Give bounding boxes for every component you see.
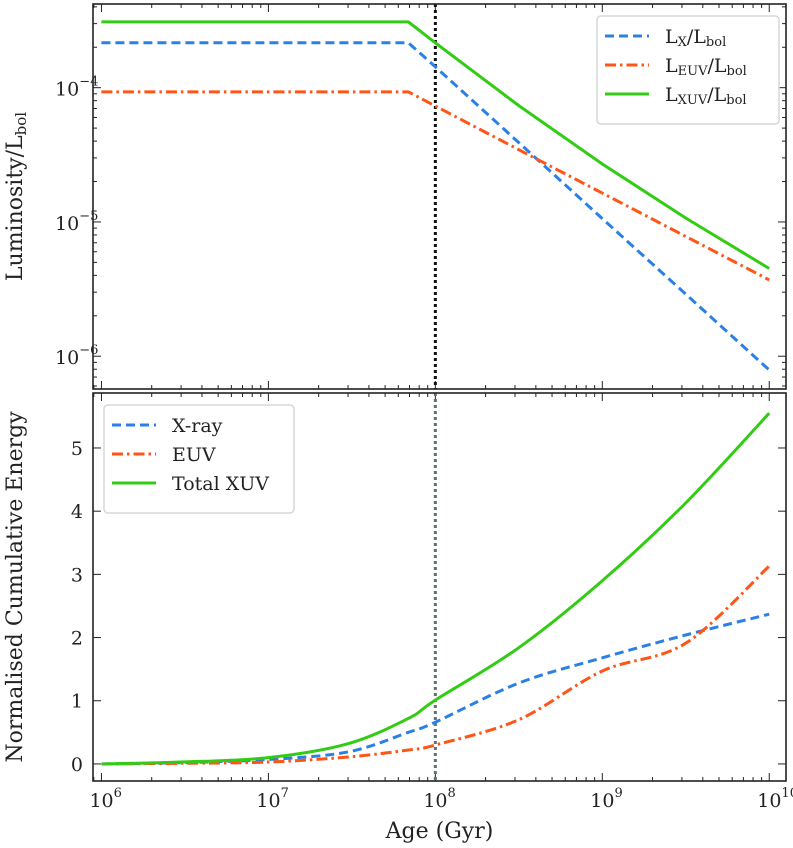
text-part: −5 [79,209,98,224]
text-part: bol [727,64,747,79]
text-part: bol [706,35,726,50]
series-line-xray [101,612,770,766]
y-tick-label: 1 [71,691,83,713]
y-axis-label: Normalised Cumulative Energy [3,411,28,763]
text-part: 10 [590,790,614,812]
series-line-euv [101,565,771,766]
text-part: /L [687,26,706,48]
x-tick-label: 1010 [757,786,793,812]
legend-box [103,404,295,514]
y-tick-label: 10−4 [55,75,98,101]
text-part: −4 [79,75,98,90]
text-part: 10 [423,790,447,812]
text-part: 9 [614,786,622,801]
axes-frame [92,3,787,390]
text-part: 10 [781,786,793,801]
series-line-xuv [101,412,771,766]
y-tick-label: 4 [71,501,83,523]
text-part: 10 [89,790,113,812]
text-part: XUV [678,93,708,108]
x-tick-label: 107 [256,786,288,812]
text-part: bol [726,93,746,108]
y-tick-label: 5 [71,438,83,460]
text-part: −6 [79,343,98,358]
text-part: bol [12,112,30,136]
x-tick-label: 106 [89,786,121,812]
axes-frame [92,392,787,782]
text-part: 6 [114,786,122,801]
y-tick-label: 10−6 [55,343,98,369]
x-tick-label: 109 [590,786,622,812]
text-part: Luminosity/L [3,135,28,281]
x-axis-label: Age (Gyr) [385,819,494,844]
y-axis-label: Luminosity/Lbol [3,112,30,281]
text-part: 10 [256,790,280,812]
y-tick-label: 10−5 [55,209,98,235]
y-tick-label: 0 [71,754,83,776]
legend-label-xuv: Total XUV [172,473,269,495]
y-tick-label: 2 [71,628,83,650]
text-part: 8 [448,786,456,801]
legend-label-euv: LEUV/Lbol [665,55,747,79]
text-part: 10 [55,79,79,101]
text-part: 7 [281,786,289,801]
text-part: X [678,35,688,50]
text-part: 10 [55,347,79,369]
text-part: L [665,26,678,48]
legend-box [596,15,780,125]
text-part: L [665,84,678,106]
text-part: 10 [55,213,79,235]
text-part: EUV [678,64,708,79]
series-line-euv [101,90,770,282]
text-part: /L [707,84,726,106]
text-part: /L [707,55,726,77]
legend-label-xray: LX/Lbol [665,26,726,50]
legend-label-xray: X-ray [172,415,223,437]
legend-label-xuv: LXUV/Lbol [665,84,747,108]
luminosity-panel: 10−410−510−6LX/LbolLEUV/LbolLXUV/LbolLum… [3,3,787,390]
series-line-xray [101,41,771,372]
x-tick-label: 108 [423,786,455,812]
y-tick-label: 3 [71,564,83,586]
series-line-xuv [101,20,770,270]
legend-label-euv: EUV [172,444,216,466]
text-part: L [665,55,678,77]
legend: X-ray EUV Total XUV [103,404,295,514]
text-part: 10 [757,790,781,812]
